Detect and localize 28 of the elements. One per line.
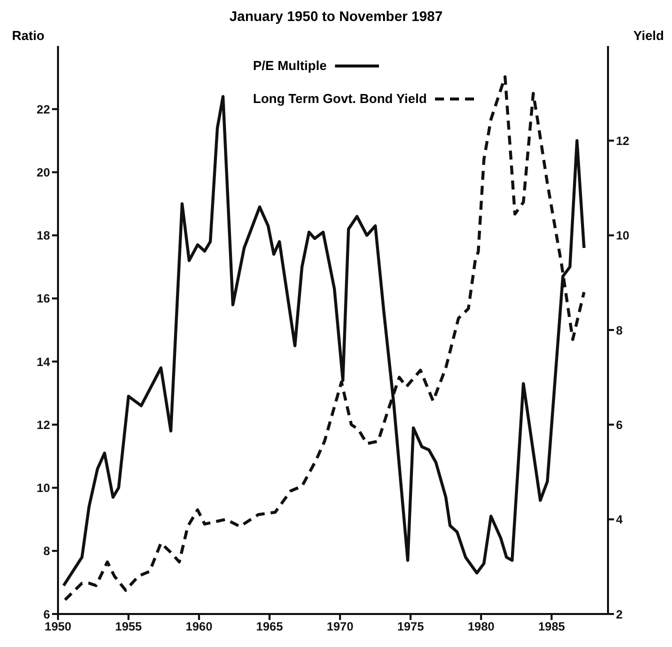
y2-tick-label: 2	[616, 607, 623, 622]
legend-label: P/E Multiple	[253, 58, 327, 73]
legend-label: Long Term Govt. Bond Yield	[253, 91, 427, 106]
y-tick-label: 16	[36, 292, 50, 306]
y2-axis-title: Yield	[633, 28, 664, 43]
y-tick-label: 6	[43, 607, 50, 622]
x-tick-label: 1985	[538, 620, 566, 634]
y-tick-label: 10	[36, 481, 50, 496]
x-tick-label: 1955	[115, 620, 142, 634]
y-axis-title: Ratio	[12, 28, 44, 43]
y2-tick-label: 6	[616, 418, 623, 432]
y2-tick-label: 12	[616, 134, 630, 148]
chart-title: January 1950 to November 1987	[229, 8, 443, 24]
y-tick-label: 20	[36, 165, 50, 180]
x-tick-label: 1965	[256, 620, 284, 634]
y-tick-label: 22	[36, 102, 50, 116]
x-tick-label: 1975	[397, 620, 424, 634]
x-tick-label: 1960	[186, 620, 213, 634]
y2-tick-label: 10	[616, 228, 630, 243]
x-tick-label: 1980	[468, 620, 495, 634]
y2-tick-label: 4	[616, 512, 623, 527]
y2-tick-label: 8	[616, 323, 623, 338]
y-tick-label: 14	[36, 354, 50, 369]
x-tick-label: 1950	[44, 620, 72, 634]
y-tick-label: 12	[36, 418, 50, 432]
x-tick-label: 1970	[326, 620, 354, 634]
y-tick-label: 8	[43, 544, 50, 558]
y-tick-label: 18	[36, 228, 50, 243]
